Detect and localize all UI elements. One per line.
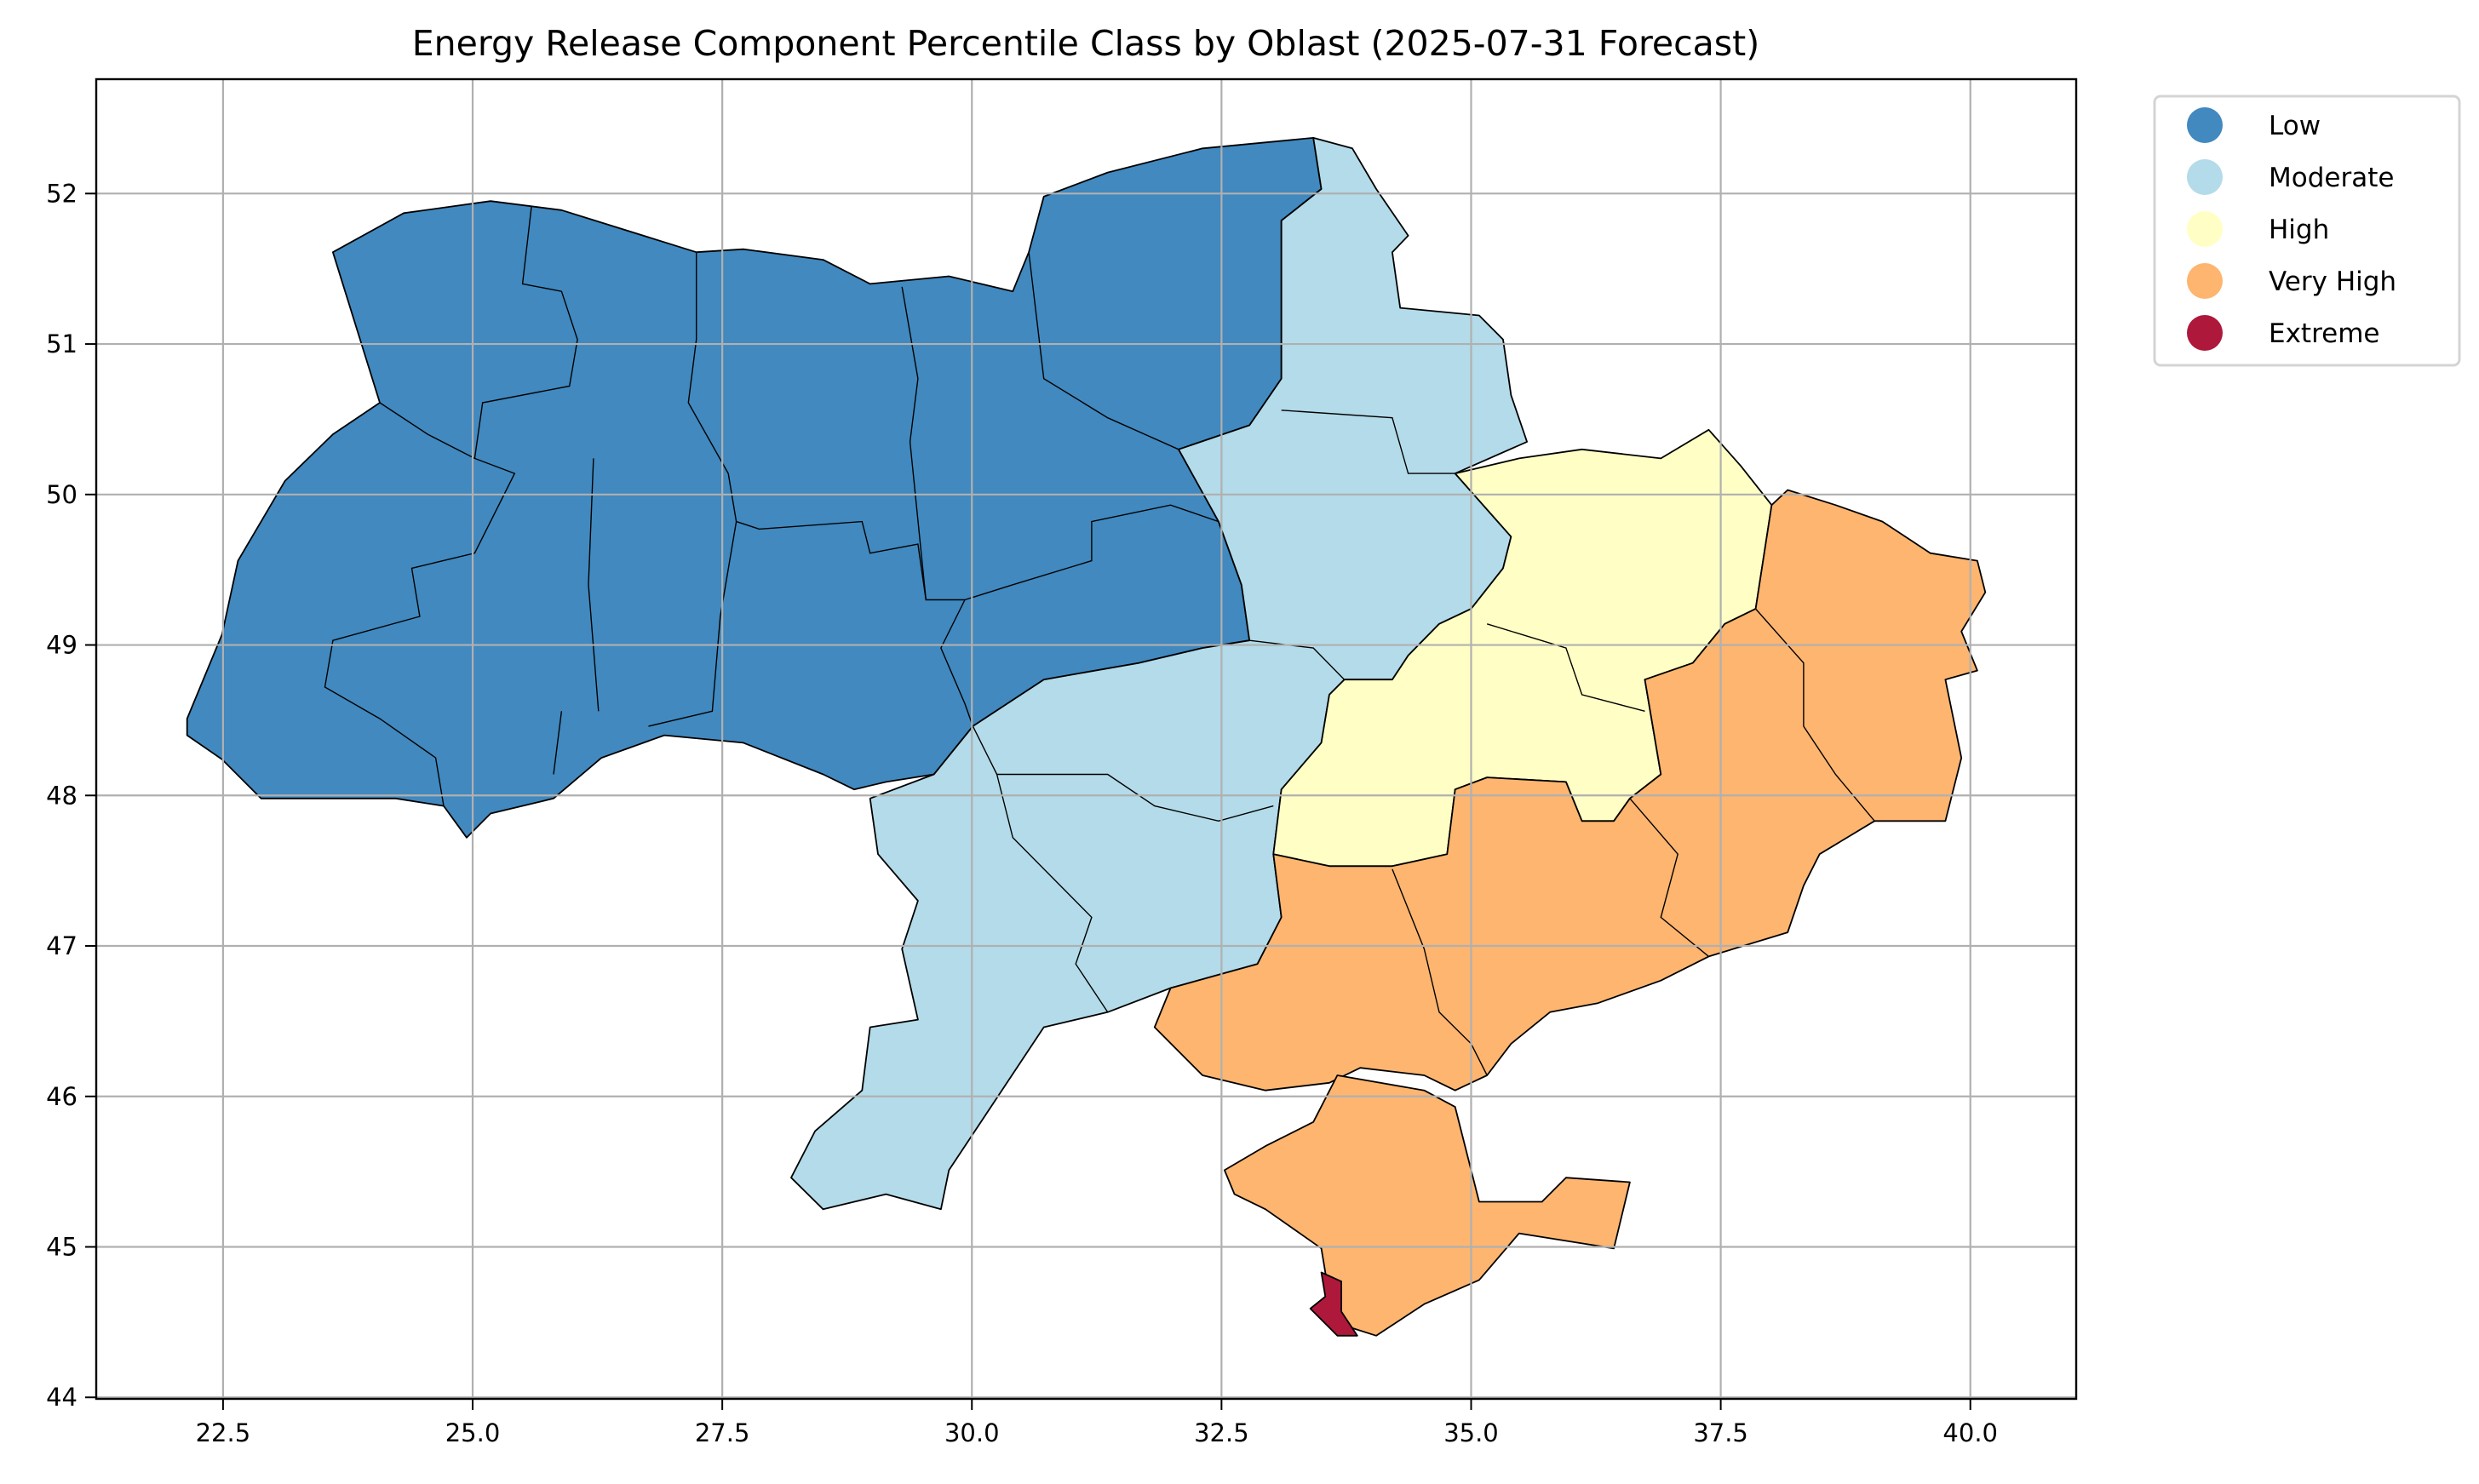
legend-label: Moderate: [2269, 163, 2394, 193]
y-tick-label: 51: [46, 329, 77, 358]
y-tick-label: 50: [46, 480, 77, 509]
y-tick-label: 48: [46, 781, 77, 810]
legend: Low Moderate High Very High Extreme: [2153, 95, 2461, 367]
region-very-high: [1153, 489, 1987, 1092]
oblast-border: [964, 504, 1219, 601]
oblast-border: [1629, 798, 1709, 957]
x-tick-label: 30.0: [944, 1418, 1000, 1447]
oblast-border: [324, 402, 516, 806]
region-very-high: [1224, 1074, 1631, 1337]
oblast-border: [901, 286, 927, 600]
x-tick-label: 35.0: [1443, 1418, 1499, 1447]
x-tick-label: 25.0: [445, 1418, 501, 1447]
axes-frame: [95, 77, 2078, 1401]
legend-label: High: [2269, 215, 2329, 245]
legend-marker-moderate: [2187, 159, 2223, 195]
oblast-borders: [324, 205, 1875, 1076]
region-extreme: [1309, 1271, 1358, 1337]
oblast-border: [1028, 252, 1179, 450]
x-axis: 22.5 25.0 27.5 30.0 32.5 35.0 37.5 40.0: [196, 1399, 1998, 1447]
region-moderate: [790, 136, 1528, 1211]
x-tick-label: 40.0: [1942, 1418, 1998, 1447]
y-tick-label: 49: [46, 631, 77, 660]
oblast-border: [1486, 623, 1645, 712]
x-tick-label: 22.5: [196, 1418, 251, 1447]
legend-label: Extreme: [2269, 318, 2380, 349]
y-tick-label: 45: [46, 1232, 77, 1261]
oblast-border: [1249, 639, 1346, 680]
chart-title: Energy Release Component Percentile Clas…: [412, 23, 1759, 64]
oblast-border: [687, 252, 737, 522]
map-regions: [186, 136, 1987, 1337]
oblast-border: [972, 725, 1274, 822]
legend-marker-very-high: [2187, 263, 2223, 299]
x-tick-label: 27.5: [695, 1418, 750, 1447]
oblast-border: [1392, 868, 1488, 1076]
grid-lines: [96, 79, 2076, 1399]
y-tick-label: 47: [46, 931, 77, 960]
oblast-border: [1281, 410, 1455, 474]
legend-marker-extreme: [2187, 315, 2223, 351]
oblast-border: [473, 205, 578, 459]
legend-frame: [2153, 95, 2461, 367]
oblast-border: [940, 599, 974, 727]
y-tick-label: 46: [46, 1082, 77, 1111]
x-tick-label: 37.5: [1693, 1418, 1748, 1447]
oblast-border: [588, 458, 600, 712]
legend-label: Low: [2269, 111, 2321, 141]
legend-marker-low: [2187, 107, 2223, 143]
oblast-border: [648, 521, 737, 727]
y-tick-label: 44: [46, 1383, 77, 1412]
y-axis: 44 45 46 47 48 49 50 51 52: [46, 179, 96, 1412]
legend-marker-high: [2187, 211, 2223, 247]
oblast-border: [553, 711, 563, 775]
legend-label: Very High: [2269, 266, 2396, 297]
y-tick-label: 52: [46, 179, 77, 208]
x-tick-label: 32.5: [1194, 1418, 1249, 1447]
oblast-border: [996, 774, 1109, 1013]
